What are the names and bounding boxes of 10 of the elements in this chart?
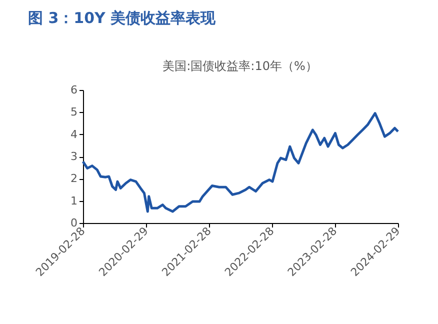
- chart-subtitle: 美国:国债收益率:10年（%）: [162, 59, 318, 73]
- y-tick-label: 1: [70, 194, 78, 208]
- y-tick-label: 4: [70, 128, 78, 141]
- y-tick-label: 2: [70, 172, 78, 186]
- y-tick-label: 0: [70, 216, 78, 230]
- line-series: [82, 112, 400, 213]
- chart-title: 图 3：10Y 美债收益率表现: [28, 9, 217, 27]
- y-tick-label: 3: [70, 150, 78, 163]
- y-tick-label: 5: [70, 106, 78, 119]
- y-tick-label: 6: [70, 84, 78, 96]
